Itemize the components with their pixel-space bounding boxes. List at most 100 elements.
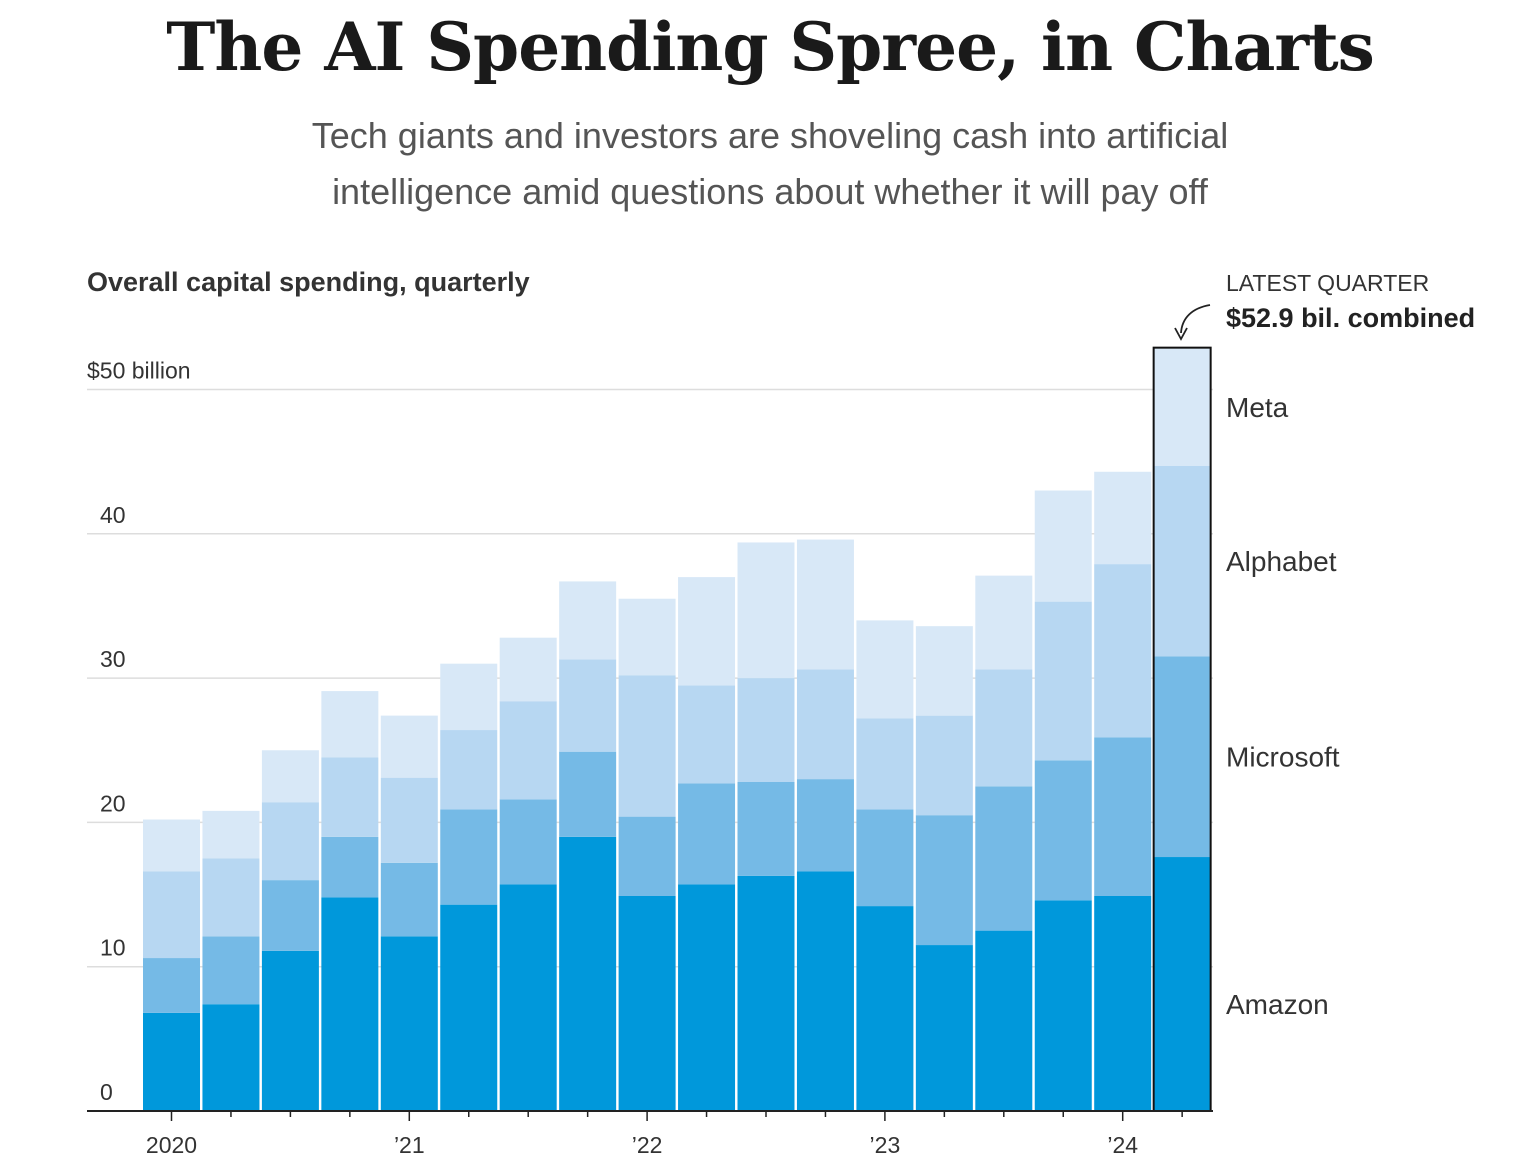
page-title: The AI Spending Spree, in Charts	[166, 8, 1375, 86]
bar-amazon-8	[618, 895, 676, 1111]
bar-alphabet-5	[440, 730, 498, 810]
bar-meta-9	[678, 577, 736, 686]
x-tick-label: ’21	[394, 1132, 425, 1158]
bar-stack-6	[499, 637, 557, 1111]
bar-amazon-14	[975, 930, 1033, 1111]
bar-stack-10	[737, 542, 795, 1111]
bar-meta-17	[1153, 347, 1211, 466]
y-tick-label: 0	[100, 1079, 113, 1105]
x-tick-label: ’22	[632, 1132, 663, 1158]
callout-value: $52.9 bil. combined	[1226, 303, 1475, 333]
bar-amazon-0	[143, 1012, 200, 1111]
bar-amazon-15	[1034, 900, 1092, 1111]
bar-microsoft-0	[143, 958, 200, 1013]
bar-microsoft-13	[915, 815, 973, 946]
bar-amazon-5	[440, 904, 498, 1111]
bar-alphabet-17	[1153, 465, 1211, 657]
bar-meta-1	[202, 810, 260, 859]
bar-microsoft-8	[618, 816, 676, 896]
bar-alphabet-14	[975, 669, 1033, 787]
bar-meta-0	[143, 819, 200, 872]
legend-amazon: Amazon	[1226, 989, 1329, 1020]
callout-arrowhead	[1174, 327, 1188, 341]
bar-stack-12	[856, 620, 914, 1111]
bar-amazon-4	[380, 936, 438, 1111]
bar-stack-13	[915, 626, 973, 1111]
bar-amazon-7	[559, 836, 617, 1111]
bar-stack-16	[1094, 471, 1152, 1111]
bar-stack-1	[202, 810, 260, 1111]
bar-alphabet-3	[321, 757, 379, 837]
bar-alphabet-4	[380, 777, 438, 863]
bar-microsoft-10	[737, 781, 795, 876]
bar-stack-11	[796, 539, 854, 1111]
callout-arrow	[1180, 304, 1211, 334]
bars	[143, 346, 1212, 1112]
bar-alphabet-10	[737, 678, 795, 782]
bar-microsoft-15	[1034, 760, 1092, 901]
x-tick-label: ’24	[1107, 1132, 1138, 1158]
bar-alphabet-15	[1034, 601, 1092, 761]
bar-meta-2	[261, 750, 319, 803]
bar-stack-4	[380, 715, 438, 1111]
bar-microsoft-14	[975, 786, 1033, 931]
bar-microsoft-12	[856, 809, 914, 907]
bar-alphabet-8	[618, 675, 676, 817]
bar-meta-10	[737, 542, 795, 679]
bar-meta-3	[321, 691, 379, 758]
bar-amazon-10	[737, 875, 795, 1111]
legend-meta: Meta	[1226, 392, 1289, 423]
bar-alphabet-9	[678, 685, 736, 784]
bar-alphabet-13	[915, 715, 973, 816]
bar-microsoft-11	[796, 779, 854, 872]
bar-stack-15	[1034, 490, 1092, 1111]
page-subtitle: Tech giants and investors are shoveling …	[311, 115, 1229, 212]
bar-amazon-2	[261, 950, 319, 1111]
bar-amazon-16	[1094, 895, 1152, 1111]
callout-label: LATEST QUARTER	[1226, 270, 1429, 296]
bar-meta-16	[1094, 471, 1152, 565]
legend-microsoft: Microsoft	[1226, 742, 1340, 773]
bar-meta-11	[796, 539, 854, 670]
bar-microsoft-1	[202, 936, 260, 1005]
x-tick-label: ’23	[870, 1132, 901, 1158]
legend-alphabet: Alphabet	[1226, 546, 1337, 577]
bar-microsoft-7	[559, 751, 617, 837]
y-tick-label: 30	[100, 646, 126, 672]
latest-quarter-callout: LATEST QUARTER $52.9 bil. combined	[1174, 270, 1475, 341]
bar-microsoft-6	[499, 799, 557, 885]
bar-meta-12	[856, 620, 914, 719]
bar-alphabet-7	[559, 659, 617, 752]
y-tick-label: $50 billion	[87, 358, 191, 384]
bar-microsoft-3	[321, 836, 379, 898]
y-tick-label: 10	[100, 935, 126, 961]
bar-microsoft-2	[261, 880, 319, 951]
bar-stack-9	[678, 577, 736, 1111]
bar-alphabet-1	[202, 858, 260, 937]
bar-alphabet-12	[856, 718, 914, 810]
bar-meta-4	[380, 715, 438, 778]
bar-meta-14	[975, 575, 1033, 670]
bar-meta-7	[559, 581, 617, 660]
bar-amazon-1	[202, 1004, 260, 1111]
bar-alphabet-11	[796, 669, 854, 780]
bar-stack-3	[321, 691, 379, 1111]
bar-amazon-13	[915, 945, 973, 1111]
bar-amazon-17	[1153, 857, 1211, 1111]
bar-stack-5	[440, 663, 498, 1111]
bar-stack-2	[261, 750, 319, 1111]
bar-stack-14	[975, 575, 1033, 1111]
bar-microsoft-5	[440, 809, 498, 905]
bar-stack-8	[618, 598, 676, 1111]
chart-title: Overall capital spending, quarterly	[87, 267, 530, 297]
bar-microsoft-4	[380, 862, 438, 937]
bar-microsoft-17	[1153, 656, 1211, 858]
bar-meta-13	[915, 626, 973, 716]
y-tick-label: 20	[100, 790, 126, 816]
bar-meta-6	[499, 637, 557, 702]
bar-stack-0	[143, 819, 200, 1111]
bar-alphabet-16	[1094, 564, 1152, 738]
bar-stack-17	[1152, 346, 1212, 1112]
bar-alphabet-0	[143, 871, 200, 959]
legend: Amazon Microsoft Alphabet Meta	[1226, 392, 1340, 1020]
